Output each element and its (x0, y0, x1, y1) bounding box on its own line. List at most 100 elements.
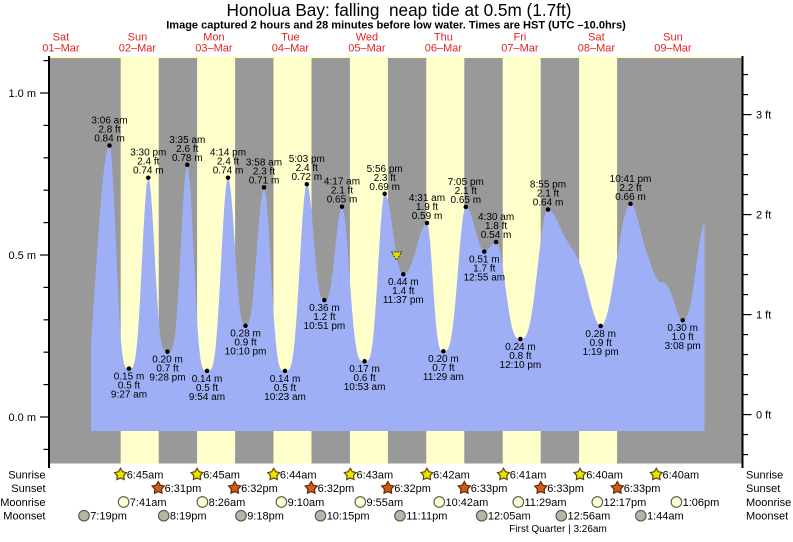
svg-text:07–Mar: 07–Mar (501, 43, 539, 55)
svg-text:2.1 ft: 2.1 ft (455, 186, 477, 197)
svg-text:3 ft: 3 ft (756, 109, 771, 121)
svg-text:Fri: Fri (513, 32, 526, 44)
svg-text:2.4 ft: 2.4 ft (296, 163, 318, 174)
svg-text:0.15 m: 0.15 m (114, 372, 145, 383)
svg-text:6:32pm: 6:32pm (241, 483, 278, 495)
svg-text:Mon: Mon (203, 32, 224, 44)
svg-text:0.28 m: 0.28 m (585, 329, 616, 340)
svg-text:0.5 ft: 0.5 ft (118, 381, 140, 392)
svg-text:2.4 ft: 2.4 ft (217, 157, 239, 168)
svg-text:6:33pm: 6:33pm (624, 483, 661, 495)
svg-text:Sun: Sun (128, 32, 148, 44)
svg-text:6:40am: 6:40am (586, 469, 623, 481)
svg-text:4:31 am: 4:31 am (409, 193, 445, 204)
svg-text:Sunrise: Sunrise (8, 469, 45, 481)
svg-text:09–Mar: 09–Mar (654, 43, 692, 55)
svg-text:08–Mar: 08–Mar (578, 43, 616, 55)
svg-text:Sun: Sun (663, 32, 683, 44)
svg-text:Moonrise: Moonrise (0, 497, 45, 509)
svg-text:6:45am: 6:45am (127, 469, 164, 481)
svg-text:6:45am: 6:45am (203, 469, 240, 481)
svg-text:10:53 am: 10:53 am (344, 382, 386, 393)
svg-text:10:10 pm: 10:10 pm (225, 347, 267, 358)
svg-text:Sat: Sat (53, 32, 70, 44)
svg-text:0.5 ft: 0.5 ft (196, 383, 218, 394)
svg-text:0.65 m: 0.65 m (451, 195, 482, 206)
svg-text:0.69 m: 0.69 m (369, 182, 400, 193)
svg-text:Thu: Thu (434, 32, 453, 44)
svg-text:1.0 ft: 1.0 ft (672, 332, 694, 343)
svg-text:12:05am: 12:05am (488, 511, 531, 523)
svg-text:05–Mar: 05–Mar (348, 43, 386, 55)
svg-text:0.17 m: 0.17 m (349, 364, 380, 375)
svg-text:12:10 pm: 12:10 pm (500, 360, 542, 371)
svg-text:9:18pm: 9:18pm (247, 511, 284, 523)
svg-text:7:19pm: 7:19pm (90, 511, 127, 523)
svg-text:0 ft: 0 ft (756, 409, 771, 421)
svg-text:4:17 am: 4:17 am (324, 177, 360, 188)
svg-text:6:31pm: 6:31pm (165, 483, 202, 495)
svg-text:1.8 ft: 1.8 ft (485, 221, 507, 232)
svg-text:7:05 pm: 7:05 pm (448, 177, 484, 188)
svg-text:6:32pm: 6:32pm (394, 483, 431, 495)
svg-text:01–Mar: 01–Mar (42, 43, 80, 55)
svg-text:2 ft: 2 ft (756, 209, 771, 221)
svg-text:2.1 ft: 2.1 ft (537, 189, 559, 200)
svg-text:9:27 am: 9:27 am (111, 390, 147, 401)
svg-text:04–Mar: 04–Mar (272, 43, 310, 55)
svg-text:2.2 ft: 2.2 ft (619, 183, 641, 194)
svg-text:8:26am: 8:26am (209, 497, 246, 509)
svg-text:Image captured 2 hours and 28: Image captured 2 hours and 28 minutes be… (166, 19, 626, 31)
svg-text:03–Mar: 03–Mar (195, 43, 233, 55)
svg-text:Sunset: Sunset (11, 483, 45, 495)
svg-text:0.5 m: 0.5 m (8, 250, 36, 262)
svg-text:1.0 m: 1.0 m (8, 88, 36, 100)
svg-text:4:30 am: 4:30 am (478, 212, 514, 223)
svg-text:10:42am: 10:42am (446, 497, 489, 509)
svg-text:0.66 m: 0.66 m (615, 192, 646, 203)
svg-text:0.59 m: 0.59 m (412, 211, 443, 222)
svg-text:0.8 ft: 0.8 ft (509, 351, 531, 362)
svg-text:3:58 am: 3:58 am (246, 157, 282, 168)
svg-text:0.51 m: 0.51 m (469, 255, 500, 266)
svg-text:2.6 ft: 2.6 ft (176, 144, 198, 155)
svg-text:Moonset: Moonset (746, 511, 788, 523)
svg-text:2.1 ft: 2.1 ft (331, 186, 353, 197)
svg-text:Sat: Sat (588, 32, 605, 44)
svg-text:3:30 pm: 3:30 pm (130, 148, 166, 159)
svg-text:6:44am: 6:44am (280, 469, 317, 481)
svg-text:8:19pm: 8:19pm (170, 511, 207, 523)
svg-text:0.74 m: 0.74 m (133, 166, 164, 177)
svg-text:Honolua Bay: falling neap tid: Honolua Bay: falling neap tide at 0.5m (… (227, 0, 572, 20)
svg-text:1.7 ft: 1.7 ft (473, 264, 495, 275)
svg-text:1:06pm: 1:06pm (683, 497, 720, 509)
svg-text:6:42am: 6:42am (433, 469, 470, 481)
svg-text:6:41am: 6:41am (510, 469, 547, 481)
svg-text:0.7 ft: 0.7 ft (432, 363, 454, 374)
svg-text:0.36 m: 0.36 m (309, 303, 340, 314)
svg-text:11:29 am: 11:29 am (423, 372, 464, 383)
svg-text:11:11pm: 11:11pm (406, 511, 447, 523)
svg-text:6:32pm: 6:32pm (318, 483, 355, 495)
svg-text:11:37 pm: 11:37 pm (383, 295, 424, 306)
svg-text:12:55 am: 12:55 am (463, 273, 505, 284)
svg-text:0.24 m: 0.24 m (505, 342, 536, 353)
svg-text:0.28 m: 0.28 m (230, 329, 261, 340)
svg-text:5:03 pm: 5:03 pm (289, 154, 325, 165)
svg-text:4:14 pm: 4:14 pm (210, 148, 246, 159)
svg-text:6:33pm: 6:33pm (471, 483, 508, 495)
svg-text:0.0 m: 0.0 m (8, 412, 36, 424)
svg-text:3:35 am: 3:35 am (169, 135, 205, 146)
svg-text:12:17pm: 12:17pm (604, 497, 647, 509)
svg-text:0.20 m: 0.20 m (152, 355, 183, 366)
svg-text:0.9 ft: 0.9 ft (590, 338, 612, 349)
svg-text:0.7 ft: 0.7 ft (156, 364, 178, 375)
svg-text:Moonrise: Moonrise (746, 497, 791, 509)
svg-text:9:54 am: 9:54 am (189, 392, 225, 403)
svg-text:10:51 pm: 10:51 pm (304, 321, 346, 332)
svg-text:Sunrise: Sunrise (746, 469, 783, 481)
svg-text:3:06 am: 3:06 am (91, 116, 127, 127)
svg-text:0.9 ft: 0.9 ft (234, 338, 256, 349)
svg-text:10:23 am: 10:23 am (264, 392, 306, 403)
svg-text:0.64 m: 0.64 m (533, 198, 564, 209)
